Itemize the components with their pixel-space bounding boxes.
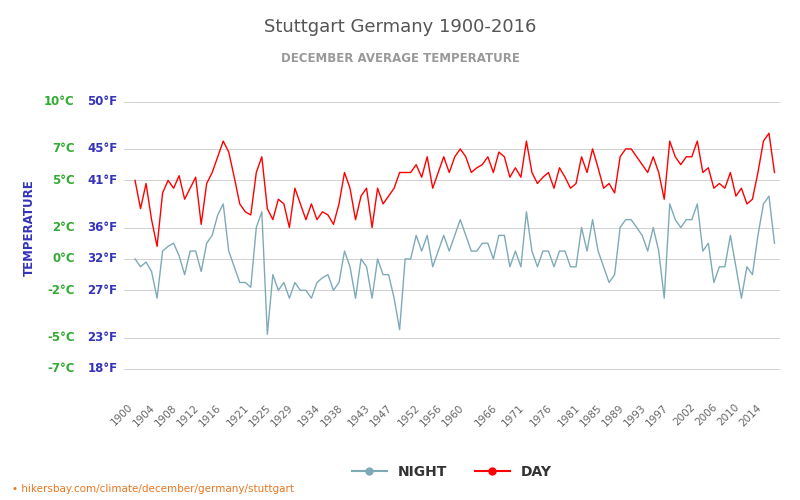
Text: 32°F: 32°F	[87, 252, 118, 266]
Legend: NIGHT, DAY: NIGHT, DAY	[346, 460, 558, 484]
Text: 0°C: 0°C	[52, 252, 75, 266]
Text: 5°C: 5°C	[52, 174, 75, 187]
Text: -5°C: -5°C	[47, 331, 75, 344]
Text: 50°F: 50°F	[87, 96, 118, 108]
Text: -2°C: -2°C	[47, 284, 75, 297]
Text: DECEMBER AVERAGE TEMPERATURE: DECEMBER AVERAGE TEMPERATURE	[281, 52, 519, 66]
Text: 45°F: 45°F	[87, 142, 118, 156]
Text: 10°C: 10°C	[44, 96, 75, 108]
Text: TEMPERATURE: TEMPERATURE	[22, 179, 35, 276]
Text: Stuttgart Germany 1900-2016: Stuttgart Germany 1900-2016	[264, 18, 536, 36]
Text: 18°F: 18°F	[87, 362, 118, 376]
Text: 2°C: 2°C	[52, 221, 75, 234]
Text: -7°C: -7°C	[47, 362, 75, 376]
Text: 27°F: 27°F	[87, 284, 118, 297]
Text: 7°C: 7°C	[52, 142, 75, 156]
Text: 41°F: 41°F	[87, 174, 118, 187]
Text: 36°F: 36°F	[87, 221, 118, 234]
Text: 23°F: 23°F	[87, 331, 118, 344]
Text: • hikersbay.com/climate/december/germany/stuttgart: • hikersbay.com/climate/december/germany…	[12, 484, 294, 494]
